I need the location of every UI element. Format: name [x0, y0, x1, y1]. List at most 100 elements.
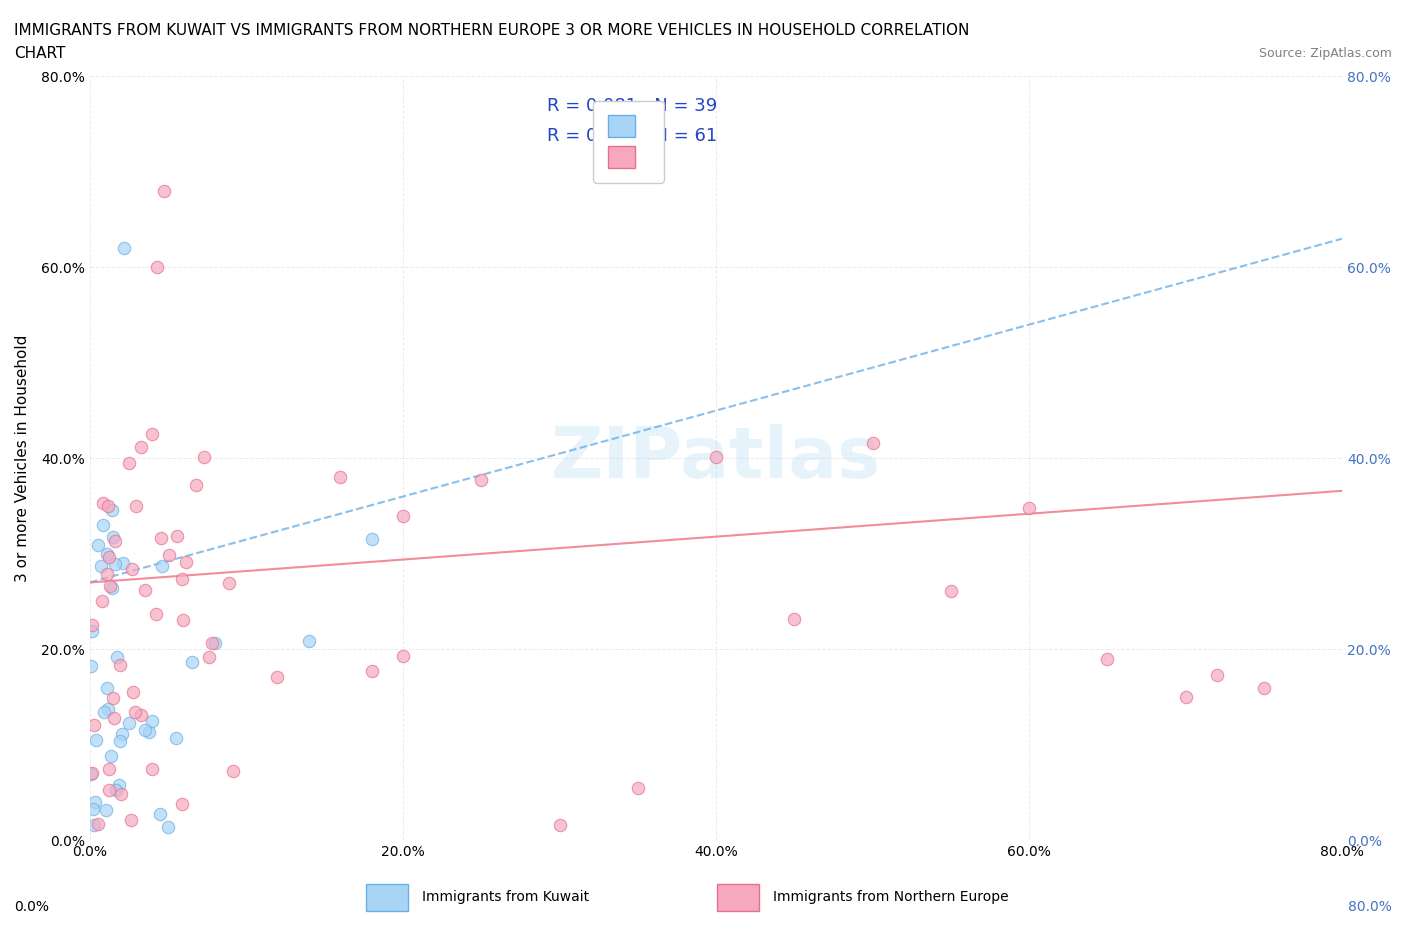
- Point: [145, 606, 167, 621]
- Point: [184, 478, 207, 493]
- Point: [470, 472, 492, 487]
- Point: [103, 557, 125, 572]
- Point: [100, 749, 122, 764]
- Point: [84, 795, 107, 810]
- Point: [141, 713, 163, 728]
- Point: [131, 708, 153, 723]
- Point: [91, 593, 114, 608]
- Point: [96, 566, 118, 581]
- Point: [1097, 651, 1119, 666]
- Point: [298, 633, 321, 648]
- Point: [83, 817, 105, 832]
- Point: [96, 547, 118, 562]
- Point: [90, 558, 112, 573]
- Point: [197, 650, 219, 665]
- Point: [134, 583, 156, 598]
- Point: [1206, 667, 1229, 682]
- Point: [152, 183, 174, 198]
- Point: [84, 733, 107, 748]
- Point: [82, 802, 104, 817]
- Point: [121, 562, 143, 577]
- Point: [98, 762, 121, 777]
- Point: [939, 583, 962, 598]
- Point: [97, 702, 120, 717]
- Point: [124, 498, 146, 513]
- Point: [118, 715, 141, 730]
- Point: [94, 803, 117, 817]
- Point: [97, 498, 120, 513]
- Point: [329, 470, 352, 485]
- Point: [103, 529, 125, 544]
- Point: [122, 684, 145, 699]
- Point: [157, 819, 180, 834]
- Point: [1174, 690, 1197, 705]
- Point: [392, 508, 415, 523]
- Point: [548, 817, 571, 832]
- Point: [101, 690, 124, 705]
- Text: 0.0%: 0.0%: [14, 899, 49, 914]
- Point: [108, 658, 131, 672]
- Point: [1018, 500, 1040, 515]
- Point: [392, 649, 415, 664]
- Point: [96, 681, 118, 696]
- Point: [93, 705, 115, 720]
- Point: [221, 764, 243, 778]
- Point: [105, 650, 128, 665]
- Point: [101, 503, 124, 518]
- Point: [101, 580, 124, 595]
- Point: [108, 734, 131, 749]
- Point: [83, 718, 105, 733]
- Point: [627, 780, 650, 795]
- Point: [150, 559, 173, 574]
- Text: Immigrants from Kuwait: Immigrants from Kuwait: [422, 890, 589, 905]
- Text: Immigrants from Northern Europe: Immigrants from Northern Europe: [773, 890, 1010, 905]
- Point: [110, 787, 132, 802]
- Point: [201, 635, 224, 650]
- Point: [120, 812, 142, 827]
- Point: [124, 704, 146, 719]
- Text: 80.0%: 80.0%: [1348, 899, 1392, 914]
- Point: [138, 724, 160, 739]
- Point: [97, 783, 120, 798]
- Point: [114, 241, 136, 256]
- Point: [166, 528, 188, 543]
- Point: [174, 555, 197, 570]
- Point: [146, 259, 169, 274]
- Text: R = 0.081   N = 39: R = 0.081 N = 39: [547, 97, 717, 114]
- Point: [80, 658, 103, 673]
- Text: CHART: CHART: [14, 46, 66, 61]
- Point: [98, 550, 121, 565]
- Point: [129, 440, 152, 455]
- Point: [103, 711, 125, 725]
- Point: [82, 765, 104, 780]
- Point: [141, 427, 163, 442]
- Point: [218, 576, 240, 591]
- Point: [111, 726, 134, 741]
- Point: [862, 435, 884, 450]
- Point: [165, 731, 187, 746]
- Point: [104, 534, 127, 549]
- Point: [80, 623, 103, 638]
- Point: [172, 572, 194, 587]
- Point: [360, 663, 382, 678]
- Point: [108, 777, 131, 792]
- Point: [193, 450, 215, 465]
- Point: [266, 670, 288, 684]
- Point: [783, 612, 806, 627]
- Point: [180, 654, 202, 669]
- Point: [80, 766, 103, 781]
- Point: [170, 797, 193, 812]
- Point: [86, 817, 108, 831]
- Point: [204, 635, 226, 650]
- FancyBboxPatch shape: [366, 884, 408, 911]
- Point: [157, 548, 180, 563]
- Point: [91, 517, 114, 532]
- Point: [172, 612, 194, 627]
- Point: [1253, 681, 1275, 696]
- Point: [141, 762, 163, 777]
- Point: [87, 538, 110, 552]
- Point: [117, 456, 139, 471]
- Point: [149, 806, 172, 821]
- Text: ZIPatlas: ZIPatlas: [551, 424, 882, 493]
- Legend: , : ,: [593, 100, 664, 182]
